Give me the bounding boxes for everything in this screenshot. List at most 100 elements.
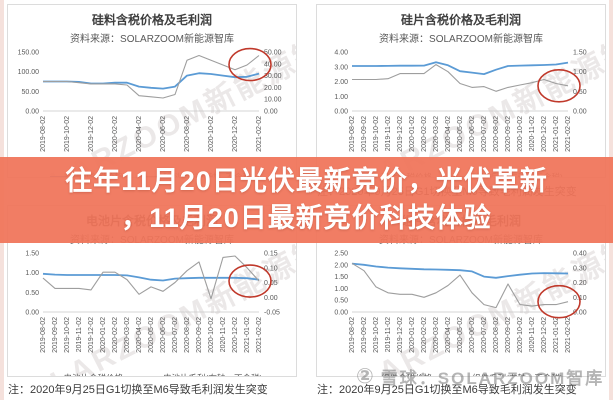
svg-text:1.00: 1.00 [25,270,39,277]
svg-text:0.20: 0.20 [573,280,587,287]
svg-text:4.00: 4.00 [334,50,348,57]
svg-text:2020-03-02: 2020-03-02 [433,317,440,353]
banner-title-line1: 往年11月20日光伏最新竞价，光伏革新 [65,166,548,196]
svg-text:0.15: 0.15 [264,251,278,258]
svg-text:0.00: 0.00 [334,310,348,317]
chart-source: 资料来源：SOLARZOOM新能源智库 [70,34,234,45]
legend-label-price: 电池片含税价格 [64,372,124,376]
svg-text:2020-04-02: 2020-04-02 [445,317,452,353]
svg-text:2020-09-02: 2020-09-02 [505,317,512,353]
svg-text:2019-08-02: 2019-08-02 [349,317,356,353]
svg-text:2020-03-02: 2020-03-02 [124,317,131,353]
svg-text:2020-02-02: 2020-02-02 [421,116,428,152]
svg-text:2019-12-02: 2019-12-02 [88,317,95,353]
svg-text:50.00: 50.00 [264,50,282,57]
svg-text:2020-12-02: 2020-12-02 [232,317,239,353]
svg-text:2019-10-02: 2019-10-02 [373,317,380,353]
svg-text:0.30: 0.30 [573,265,587,272]
svg-text:2021-02-02: 2021-02-02 [565,116,572,152]
svg-text:2021-01-02: 2021-01-02 [244,317,251,353]
chart-legend: 电池片含税价格 电池片毛利(右轴，不含税) [8,372,296,376]
svg-text:0.00: 0.00 [264,295,278,302]
svg-text:2019-08-02: 2019-08-02 [40,317,47,353]
svg-text:40.00: 40.00 [264,61,282,68]
svg-text:2019-10-02: 2019-10-02 [373,116,380,152]
svg-text:2020-01-02: 2020-01-02 [100,317,107,353]
svg-text:2020-02-02: 2020-02-02 [421,317,428,353]
svg-text:2019-12-02: 2019-12-02 [397,116,404,152]
chart-legend: 组件含税价格 组件毛利(右轴，不含税) [317,372,605,376]
svg-text:2021-02-02: 2021-02-02 [565,317,572,353]
svg-text:2020-05-02: 2020-05-02 [457,317,464,353]
svg-text:2020-08-02: 2020-08-02 [184,317,191,353]
xueqiu-watermark: ② 雪球：SOLARZOOM智库 [356,364,604,389]
legend-label-price: 组件含税价格 [381,372,432,376]
svg-text:2020-06-02: 2020-06-02 [160,116,167,152]
svg-text:150.00: 150.00 [18,50,40,57]
svg-text:2020-01-02: 2020-01-02 [409,317,416,353]
svg-text:0.00: 0.00 [573,109,587,116]
svg-text:2021-01-02: 2021-01-02 [553,317,560,353]
line-chart-polysilicon: 150.00 100.00 50.00 0.00 50.00 40.00 30.00 20.0… [18,47,282,152]
svg-text:1.00: 1.00 [573,69,587,76]
svg-text:2019-10-02: 2019-10-02 [64,116,71,152]
svg-text:1.00: 1.00 [334,286,348,293]
svg-text:2019-08-02: 2019-08-02 [349,116,356,152]
svg-text:0.40: 0.40 [573,251,587,258]
svg-text:2.50: 2.50 [334,251,348,258]
svg-text:2020-05-02: 2020-05-02 [457,116,464,152]
svg-text:3.00: 3.00 [334,64,348,71]
svg-text:2020-05-02: 2020-05-02 [148,317,155,353]
banner-overlay: 往年11月20日光伏最新竞价，光伏革新 ，11月20日最新竞价科技体验 [0,157,613,243]
chart-source: 资料来源：SOLARZOOM新能源智库 [379,34,543,45]
svg-text:2020-02-02: 2020-02-02 [112,317,119,353]
svg-text:2020-12-02: 2020-12-02 [541,116,548,152]
xueqiu-logo-icon: ② [356,365,376,388]
chart-title: 硅料含税价格及毛利润 [91,13,212,27]
legend-label-margin: 电池片毛利(右轴，不含税) [163,372,262,376]
svg-text:2019-11-02: 2019-11-02 [76,317,83,352]
line-chart-module: 2.502.001.501.000.500.000.400.300.200.10… [334,251,587,353]
svg-text:0.00: 0.00 [25,109,39,116]
line-chart-wafer: 4.003.002.001.000.001.501.000.500.002019… [334,50,587,152]
chart-card-wafer: SOLARZOOM新能源智库 硅片含税价格及毛利润 资料来源：SOLARZOOM… [316,4,606,178]
chart-note-module: 注：2020年9月25日G1切换至M6导致毛利润发生突变 [317,384,577,396]
svg-text:30.00: 30.00 [264,73,282,80]
svg-text:2020-06-02: 2020-06-02 [469,116,476,152]
xueqiu-watermark-text: 雪球：SOLARZOOM智库 [380,369,605,388]
svg-text:2020-10-02: 2020-10-02 [517,317,524,353]
svg-text:2019-12-02: 2019-12-02 [88,116,95,152]
svg-text:1.50: 1.50 [25,251,39,258]
svg-text:50.00: 50.00 [21,89,39,96]
svg-text:2020-11-02: 2020-11-02 [220,317,227,352]
line-chart-cell: 1.501.000.500.000.150.100.050.00-0.05201… [25,251,280,353]
svg-text:2.00: 2.00 [334,262,348,269]
svg-text:0.00: 0.00 [334,109,348,116]
svg-text:2020-07-02: 2020-07-02 [481,116,488,152]
svg-text:0.00: 0.00 [25,310,39,317]
svg-text:2020-02-02: 2020-02-02 [112,116,119,152]
svg-text:2020-08-02: 2020-08-02 [493,317,500,353]
svg-text:0.00: 0.00 [573,310,587,317]
svg-text:2020-07-02: 2020-07-02 [481,317,488,353]
banner-title-line2: ，11月20日最新竞价科技体验 [121,203,492,233]
svg-text:2021-01-02: 2021-01-02 [553,116,560,152]
svg-text:2019-11-02: 2019-11-02 [385,116,392,151]
svg-text:-0.05: -0.05 [264,310,280,317]
chart-note-cell: 注：2020年9月25日G1切换至M6导致毛利润发生突变 [8,384,268,396]
svg-text:2020-04-02: 2020-04-02 [136,317,143,353]
svg-text:2021-02-02: 2021-02-02 [256,317,263,353]
svg-text:2020-10-02: 2020-10-02 [208,116,215,152]
svg-text:0.50: 0.50 [334,298,348,305]
svg-text:2020-03-02: 2020-03-02 [433,116,440,152]
svg-text:0.10: 0.10 [264,265,278,272]
svg-text:2.00: 2.00 [334,79,348,86]
svg-text:2020-09-02: 2020-09-02 [505,116,512,152]
svg-text:2020-01-02: 2020-01-02 [409,116,416,152]
svg-text:1.50: 1.50 [573,50,587,57]
svg-text:2020-08-02: 2020-08-02 [493,116,500,152]
svg-text:2019-09-02: 2019-09-02 [361,317,368,353]
svg-text:0.50: 0.50 [573,89,587,96]
svg-text:2019-09-02: 2019-09-02 [52,317,59,353]
